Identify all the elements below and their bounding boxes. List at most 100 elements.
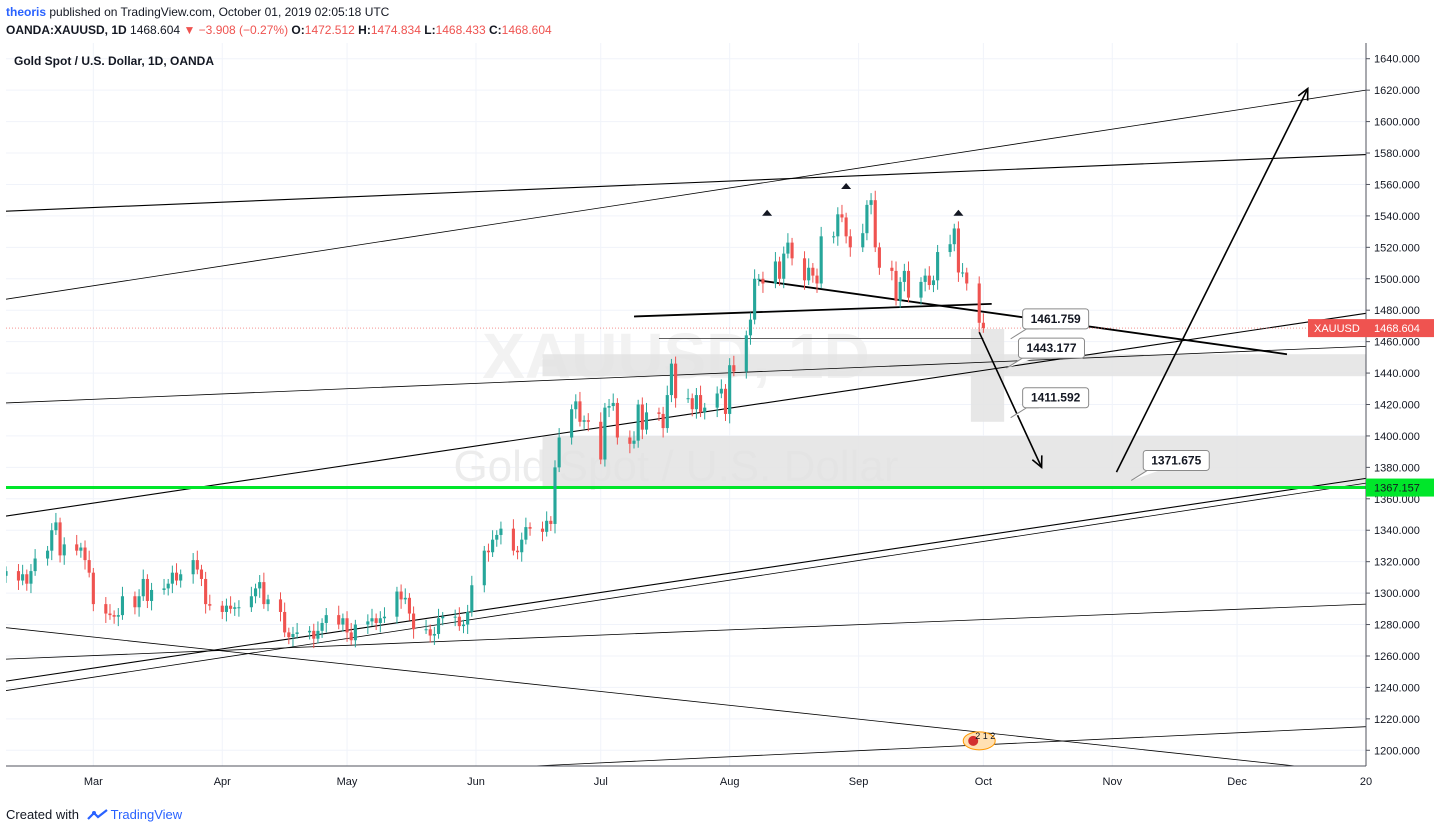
trendline[interactable] <box>5 627 1296 767</box>
price-zone <box>542 354 1366 377</box>
peak-marker-icon <box>841 183 852 190</box>
annotations[interactable]: 1461.759 1443.177 1411.592 1371.675 2 1 2 <box>762 86 1309 751</box>
support-price-tag <box>1366 478 1434 497</box>
candle-body <box>345 618 349 633</box>
candle-body <box>220 605 224 612</box>
y-tick-label: 1300.000 <box>1374 588 1420 600</box>
candle-body <box>112 615 116 617</box>
candle-body <box>628 437 632 444</box>
y-tick-label: 1380.000 <box>1374 462 1420 474</box>
callout-box[interactable] <box>1022 387 1090 409</box>
trendlines[interactable] <box>5 89 1367 767</box>
candle-body <box>516 550 520 553</box>
candle-body <box>873 200 877 248</box>
candle-body <box>869 200 873 205</box>
price-chart[interactable]: XAUUSD, 1DGold Spot / U.S. Dollar 1461.7… <box>4 43 1438 797</box>
price-zones <box>542 329 1366 487</box>
last-price-value: 1468.604 <box>1374 323 1420 335</box>
callout-box[interactable] <box>1142 449 1210 471</box>
candle-body <box>811 267 815 276</box>
candle-body <box>308 630 312 633</box>
footer: Created with TradingView <box>6 806 182 824</box>
arrow-head-icon <box>1297 86 1309 101</box>
candle-body <box>965 272 969 284</box>
candle-body <box>87 560 91 573</box>
candle-body <box>715 393 719 408</box>
candle-body <box>611 402 615 407</box>
candle-body <box>312 630 316 639</box>
author-name[interactable]: theoris <box>6 5 47 19</box>
peak-marker-icon <box>953 209 964 216</box>
arrow-head-icon <box>1031 455 1043 470</box>
y-tick-label: 1640.000 <box>1374 54 1420 66</box>
candle-body <box>553 467 557 524</box>
tradingview-logo-icon <box>86 809 108 820</box>
candle-body <box>757 278 761 280</box>
candle-body <box>599 421 603 460</box>
candle-body <box>582 420 586 422</box>
candle-body <box>686 398 690 400</box>
price-zone <box>542 435 1366 487</box>
trendline[interactable] <box>633 303 992 318</box>
candle-body <box>150 589 154 601</box>
candle-body <box>195 560 199 570</box>
candle-body <box>424 629 428 631</box>
candle-body <box>366 621 370 625</box>
candle-body <box>549 520 553 524</box>
trendline[interactable] <box>5 345 1367 404</box>
x-tick-label: Apr <box>214 776 231 788</box>
trendline[interactable] <box>5 154 1367 212</box>
trendline[interactable] <box>5 477 1367 682</box>
candle-body <box>179 574 183 581</box>
candle-body <box>283 611 287 633</box>
candle-body <box>790 242 794 259</box>
candle-body <box>237 607 241 609</box>
candle-body <box>865 204 869 234</box>
x-tick-label: Oct <box>975 776 992 788</box>
candle-body <box>4 571 8 576</box>
candle-body <box>170 572 174 584</box>
trendline[interactable] <box>5 89 1367 300</box>
candle-body <box>636 404 640 441</box>
callout-box[interactable] <box>1017 337 1085 359</box>
candle-body <box>324 615 328 623</box>
candle-body <box>952 228 956 245</box>
candle-body <box>395 591 399 617</box>
callout-box[interactable] <box>1022 308 1090 330</box>
trendline[interactable] <box>534 726 1367 767</box>
y-tick-label: 1460.000 <box>1374 337 1420 349</box>
projection-arrow[interactable] <box>1115 88 1309 473</box>
y-tick-label: 1440.000 <box>1374 368 1420 380</box>
candle-body <box>844 217 848 237</box>
candle-body <box>482 550 486 586</box>
candle-body <box>961 272 965 274</box>
trendline[interactable] <box>5 603 1367 660</box>
candle-body <box>956 228 960 273</box>
candle-body <box>511 528 515 551</box>
candle-body <box>229 605 233 609</box>
candle-body <box>75 544 79 551</box>
candle-body <box>62 544 66 556</box>
candle-body <box>104 604 108 614</box>
candle-body <box>16 571 21 581</box>
candle-body <box>719 388 723 394</box>
candle-body <box>204 578 208 605</box>
grid-lines <box>6 43 1367 766</box>
candle-body <box>378 618 382 623</box>
chart-pane[interactable]: XAUUSD, 1DGold Spot / U.S. Dollar 1461.7… <box>4 43 1438 797</box>
callout-pointer <box>1010 328 1039 340</box>
candle-body <box>453 616 457 618</box>
tradingview-brand-link[interactable]: TradingView <box>110 807 183 822</box>
candle-body <box>258 582 262 589</box>
candle-body <box>141 578 145 597</box>
candle-body <box>337 615 341 625</box>
candle-body <box>657 412 661 414</box>
trendline[interactable] <box>5 482 1367 691</box>
y-tick-label: 1600.000 <box>1374 117 1420 129</box>
candle-body <box>133 596 137 608</box>
callout-label: 1443.177 <box>1026 341 1076 355</box>
trendline[interactable] <box>5 312 1367 517</box>
candle-body <box>29 571 33 584</box>
projection-arrow[interactable] <box>978 331 1043 468</box>
axes: 1640.000 1620.000 1600.000 1580.000 1560.000… <box>6 43 1434 788</box>
